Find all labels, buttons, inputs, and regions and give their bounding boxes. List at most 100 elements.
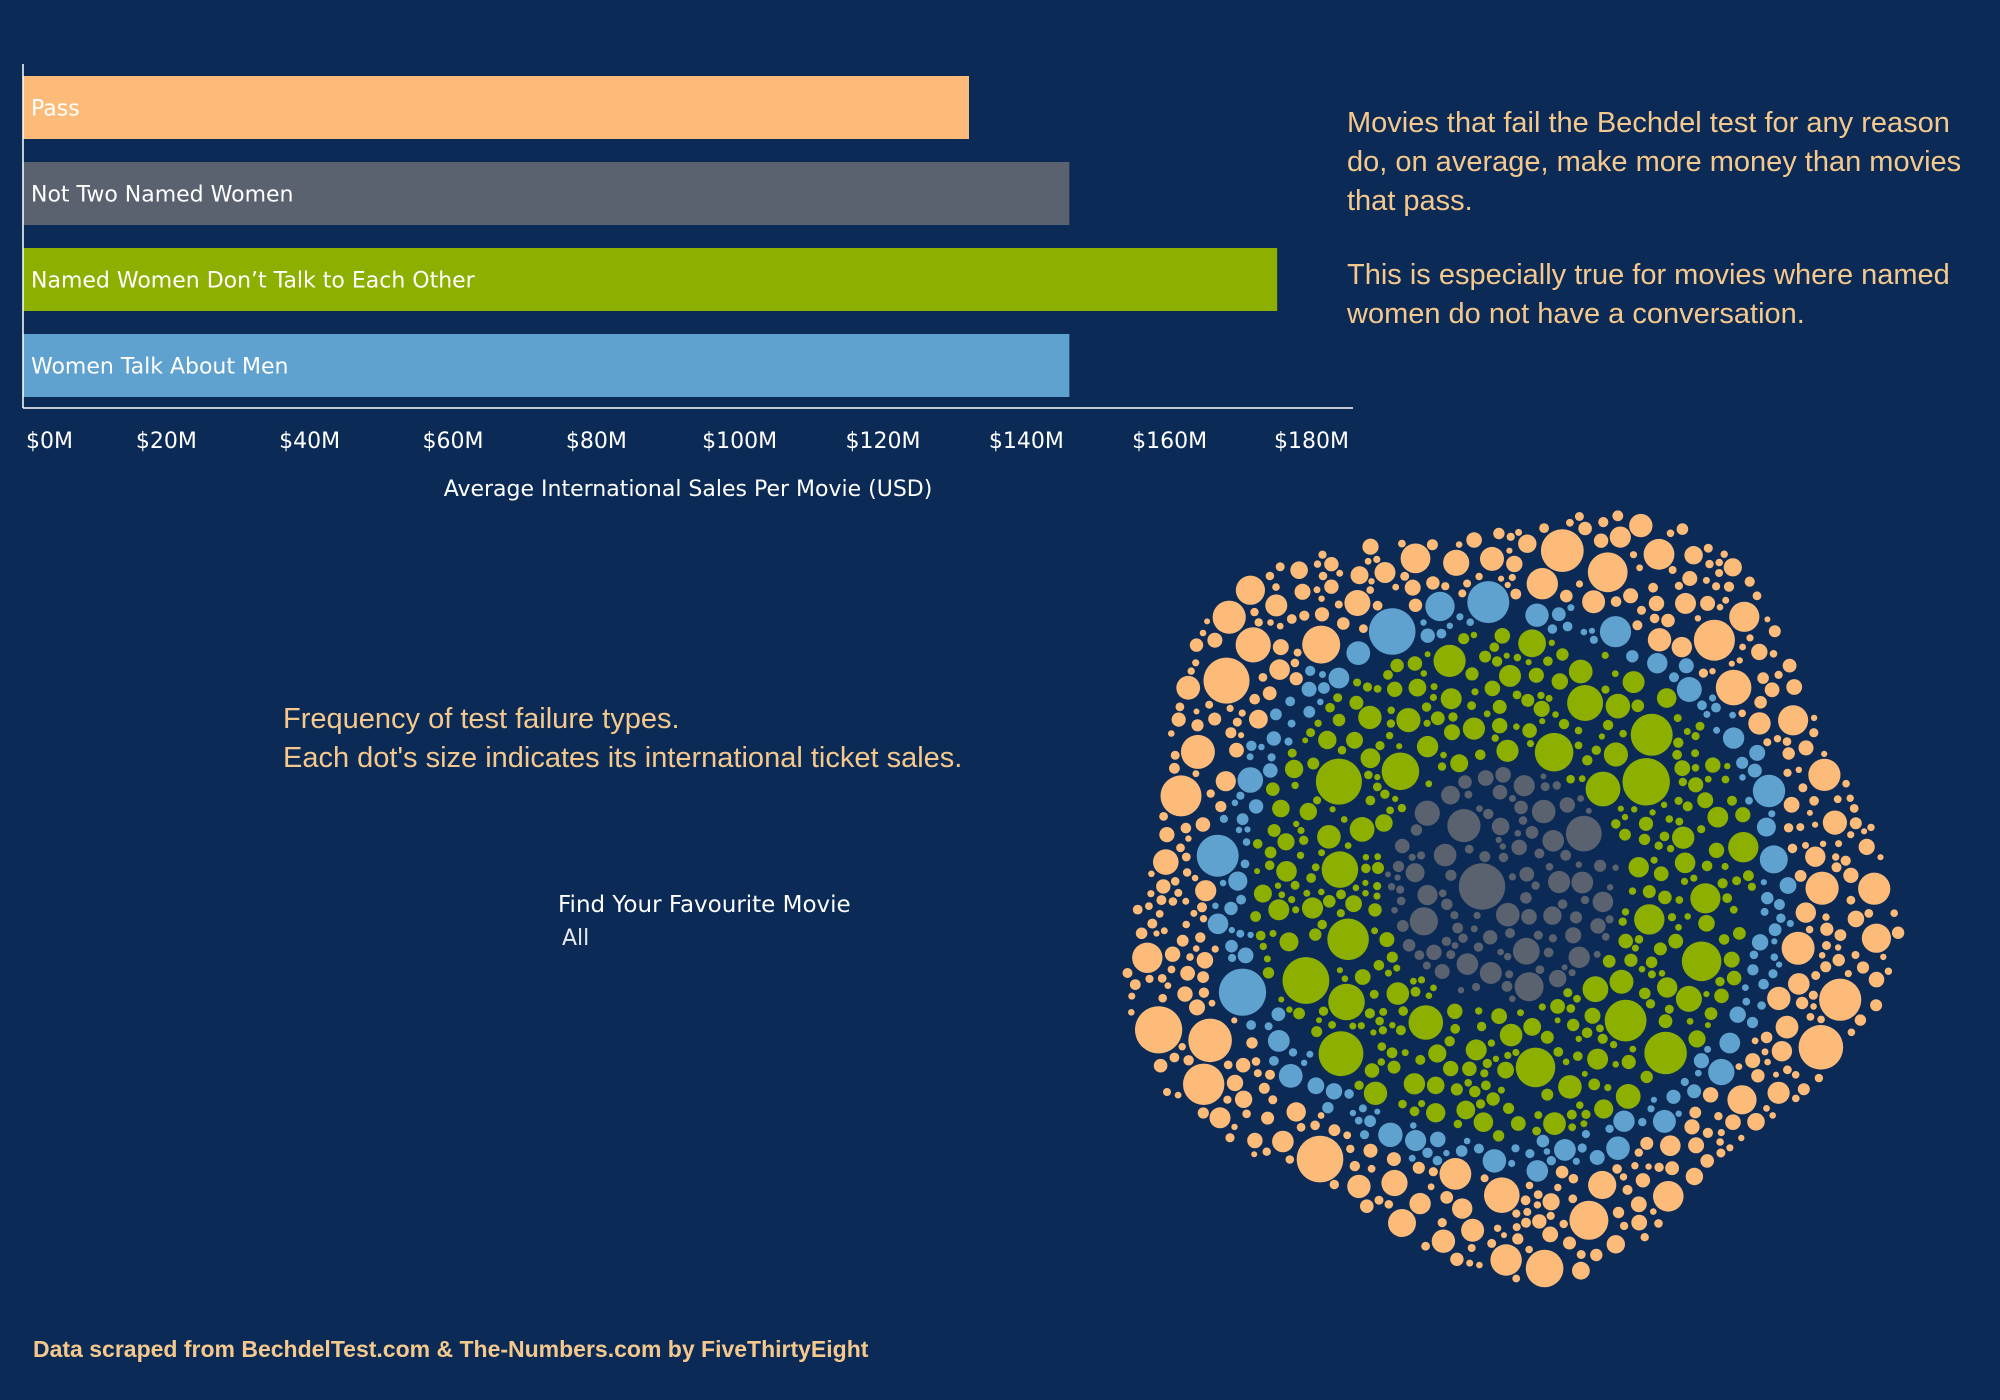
movie-bubble[interactable]	[1267, 824, 1281, 837]
movie-bubble[interactable]	[1514, 800, 1528, 815]
movie-bubble[interactable]	[1417, 851, 1426, 860]
movie-bubble[interactable]	[1477, 770, 1494, 786]
movie-bubble[interactable]	[1499, 843, 1506, 850]
movie-bubble[interactable]	[1752, 591, 1762, 601]
movie-bubble[interactable]	[1396, 885, 1405, 894]
movie-bubble[interactable]	[1809, 728, 1819, 738]
movie-bubble[interactable]	[1506, 555, 1523, 573]
movie-bubble[interactable]	[1738, 709, 1746, 718]
movie-bubble[interactable]	[1792, 1094, 1800, 1103]
movie-bubble[interactable]	[1884, 967, 1893, 975]
movie-bubble[interactable]	[1525, 1249, 1564, 1288]
movie-bubble[interactable]	[1546, 1211, 1555, 1220]
movie-bubble[interactable]	[1426, 944, 1442, 960]
movie-bubble[interactable]	[1788, 973, 1810, 995]
movie-bubble[interactable]	[1557, 899, 1568, 909]
movie-bubble[interactable]	[1329, 1179, 1339, 1190]
movie-bubble[interactable]	[1318, 595, 1325, 602]
movie-bubble[interactable]	[1484, 1177, 1520, 1213]
movie-bubble[interactable]	[1680, 1077, 1689, 1087]
movie-bubble[interactable]	[1572, 1157, 1580, 1165]
movie-bubble[interactable]	[1441, 898, 1453, 910]
movie-bubble[interactable]	[1522, 723, 1537, 738]
movie-bubble[interactable]	[1678, 658, 1694, 674]
movie-bubble[interactable]	[1307, 757, 1320, 770]
movie-bubble[interactable]	[1514, 830, 1522, 837]
movie-bubble[interactable]	[1760, 1031, 1773, 1044]
movie-bubble[interactable]	[1441, 785, 1460, 805]
movie-bubble[interactable]	[1296, 1122, 1306, 1132]
movie-bubble[interactable]	[1322, 1102, 1334, 1114]
movie-bubble[interactable]	[1791, 1071, 1800, 1079]
movie-bubble[interactable]	[1358, 705, 1382, 730]
movie-bubble[interactable]	[1513, 723, 1520, 730]
movie-bubble[interactable]	[1444, 724, 1460, 741]
movie-bubble[interactable]	[1385, 871, 1391, 878]
movie-bubble[interactable]	[1661, 613, 1675, 628]
movie-bubble[interactable]	[1834, 944, 1842, 951]
movie-bubble[interactable]	[1517, 1009, 1524, 1017]
movie-bubble[interactable]	[1336, 909, 1345, 918]
movie-bubble[interactable]	[1362, 682, 1373, 692]
movie-bubble[interactable]	[1483, 808, 1494, 820]
movie-bubble[interactable]	[1575, 861, 1582, 868]
movie-bubble[interactable]	[1694, 615, 1702, 622]
movie-bubble[interactable]	[1660, 801, 1668, 808]
movie-bubble[interactable]	[1258, 673, 1268, 682]
movie-bubble[interactable]	[1492, 1130, 1505, 1142]
movie-bubble[interactable]	[1511, 839, 1527, 856]
movie-bubble[interactable]	[1665, 815, 1674, 823]
movie-bubble[interactable]	[1774, 670, 1783, 679]
movie-bubble[interactable]	[1745, 1053, 1761, 1069]
movie-bubble[interactable]	[1515, 528, 1523, 536]
movie-bubble[interactable]	[1180, 965, 1195, 981]
movie-bubble[interactable]	[1575, 1035, 1582, 1043]
movie-bubble[interactable]	[1619, 828, 1631, 841]
movie-bubble[interactable]	[1652, 1109, 1676, 1133]
movie-bubble[interactable]	[1518, 534, 1537, 553]
movie-bubble[interactable]	[1688, 777, 1704, 793]
movie-bubble[interactable]	[1512, 1048, 1520, 1057]
movie-bubble[interactable]	[1798, 783, 1808, 793]
movie-bubble[interactable]	[1265, 1069, 1275, 1080]
movie-bubble[interactable]	[1704, 1022, 1711, 1029]
movie-bubble[interactable]	[1675, 817, 1684, 826]
movie-bubble[interactable]	[1211, 945, 1219, 953]
movie-bubble[interactable]	[1717, 1129, 1725, 1137]
movie-bubble[interactable]	[1168, 730, 1175, 737]
movie-bubble[interactable]	[1305, 665, 1316, 676]
movie-bubble[interactable]	[1396, 920, 1409, 932]
movie-bubble[interactable]	[1492, 1055, 1500, 1062]
movie-bubble[interactable]	[1580, 1120, 1588, 1128]
movie-bubble[interactable]	[1266, 782, 1280, 796]
movie-bubble[interactable]	[1334, 600, 1343, 609]
movie-bubble[interactable]	[1715, 976, 1725, 987]
movie-bubble[interactable]	[1834, 929, 1847, 941]
movie-bubble[interactable]	[1764, 1058, 1771, 1066]
movie-bubble[interactable]	[1349, 695, 1364, 710]
movie-bubble[interactable]	[1861, 923, 1891, 953]
movie-bubble[interactable]	[1776, 913, 1786, 923]
movie-bubble[interactable]	[1424, 651, 1431, 658]
movie-bubble[interactable]	[1446, 622, 1453, 629]
movie-bubble[interactable]	[1890, 909, 1898, 917]
movie-bubble[interactable]	[1705, 559, 1714, 569]
movie-bubble[interactable]	[1226, 704, 1234, 712]
movie-bubble[interactable]	[1445, 869, 1457, 881]
movie-bubble[interactable]	[1603, 742, 1628, 767]
movie-bubble[interactable]	[1318, 730, 1337, 750]
movie-bubble[interactable]	[1313, 796, 1322, 805]
movie-bubble[interactable]	[1703, 710, 1711, 718]
movie-bubble[interactable]	[1569, 911, 1583, 924]
movie-bubble[interactable]	[1558, 718, 1570, 730]
movie-bubble[interactable]	[1253, 884, 1272, 903]
movie-bubble[interactable]	[1858, 872, 1891, 905]
movie-bubble[interactable]	[1452, 1198, 1473, 1219]
movie-bubble[interactable]	[1205, 700, 1214, 709]
movie-bubble[interactable]	[1400, 571, 1410, 581]
movie-bubble[interactable]	[1577, 795, 1584, 802]
movie-bubble[interactable]	[1778, 705, 1809, 736]
movie-bubble[interactable]	[1695, 721, 1705, 731]
movie-bubble[interactable]	[1733, 927, 1746, 940]
movie-bubble[interactable]	[1234, 1090, 1253, 1108]
